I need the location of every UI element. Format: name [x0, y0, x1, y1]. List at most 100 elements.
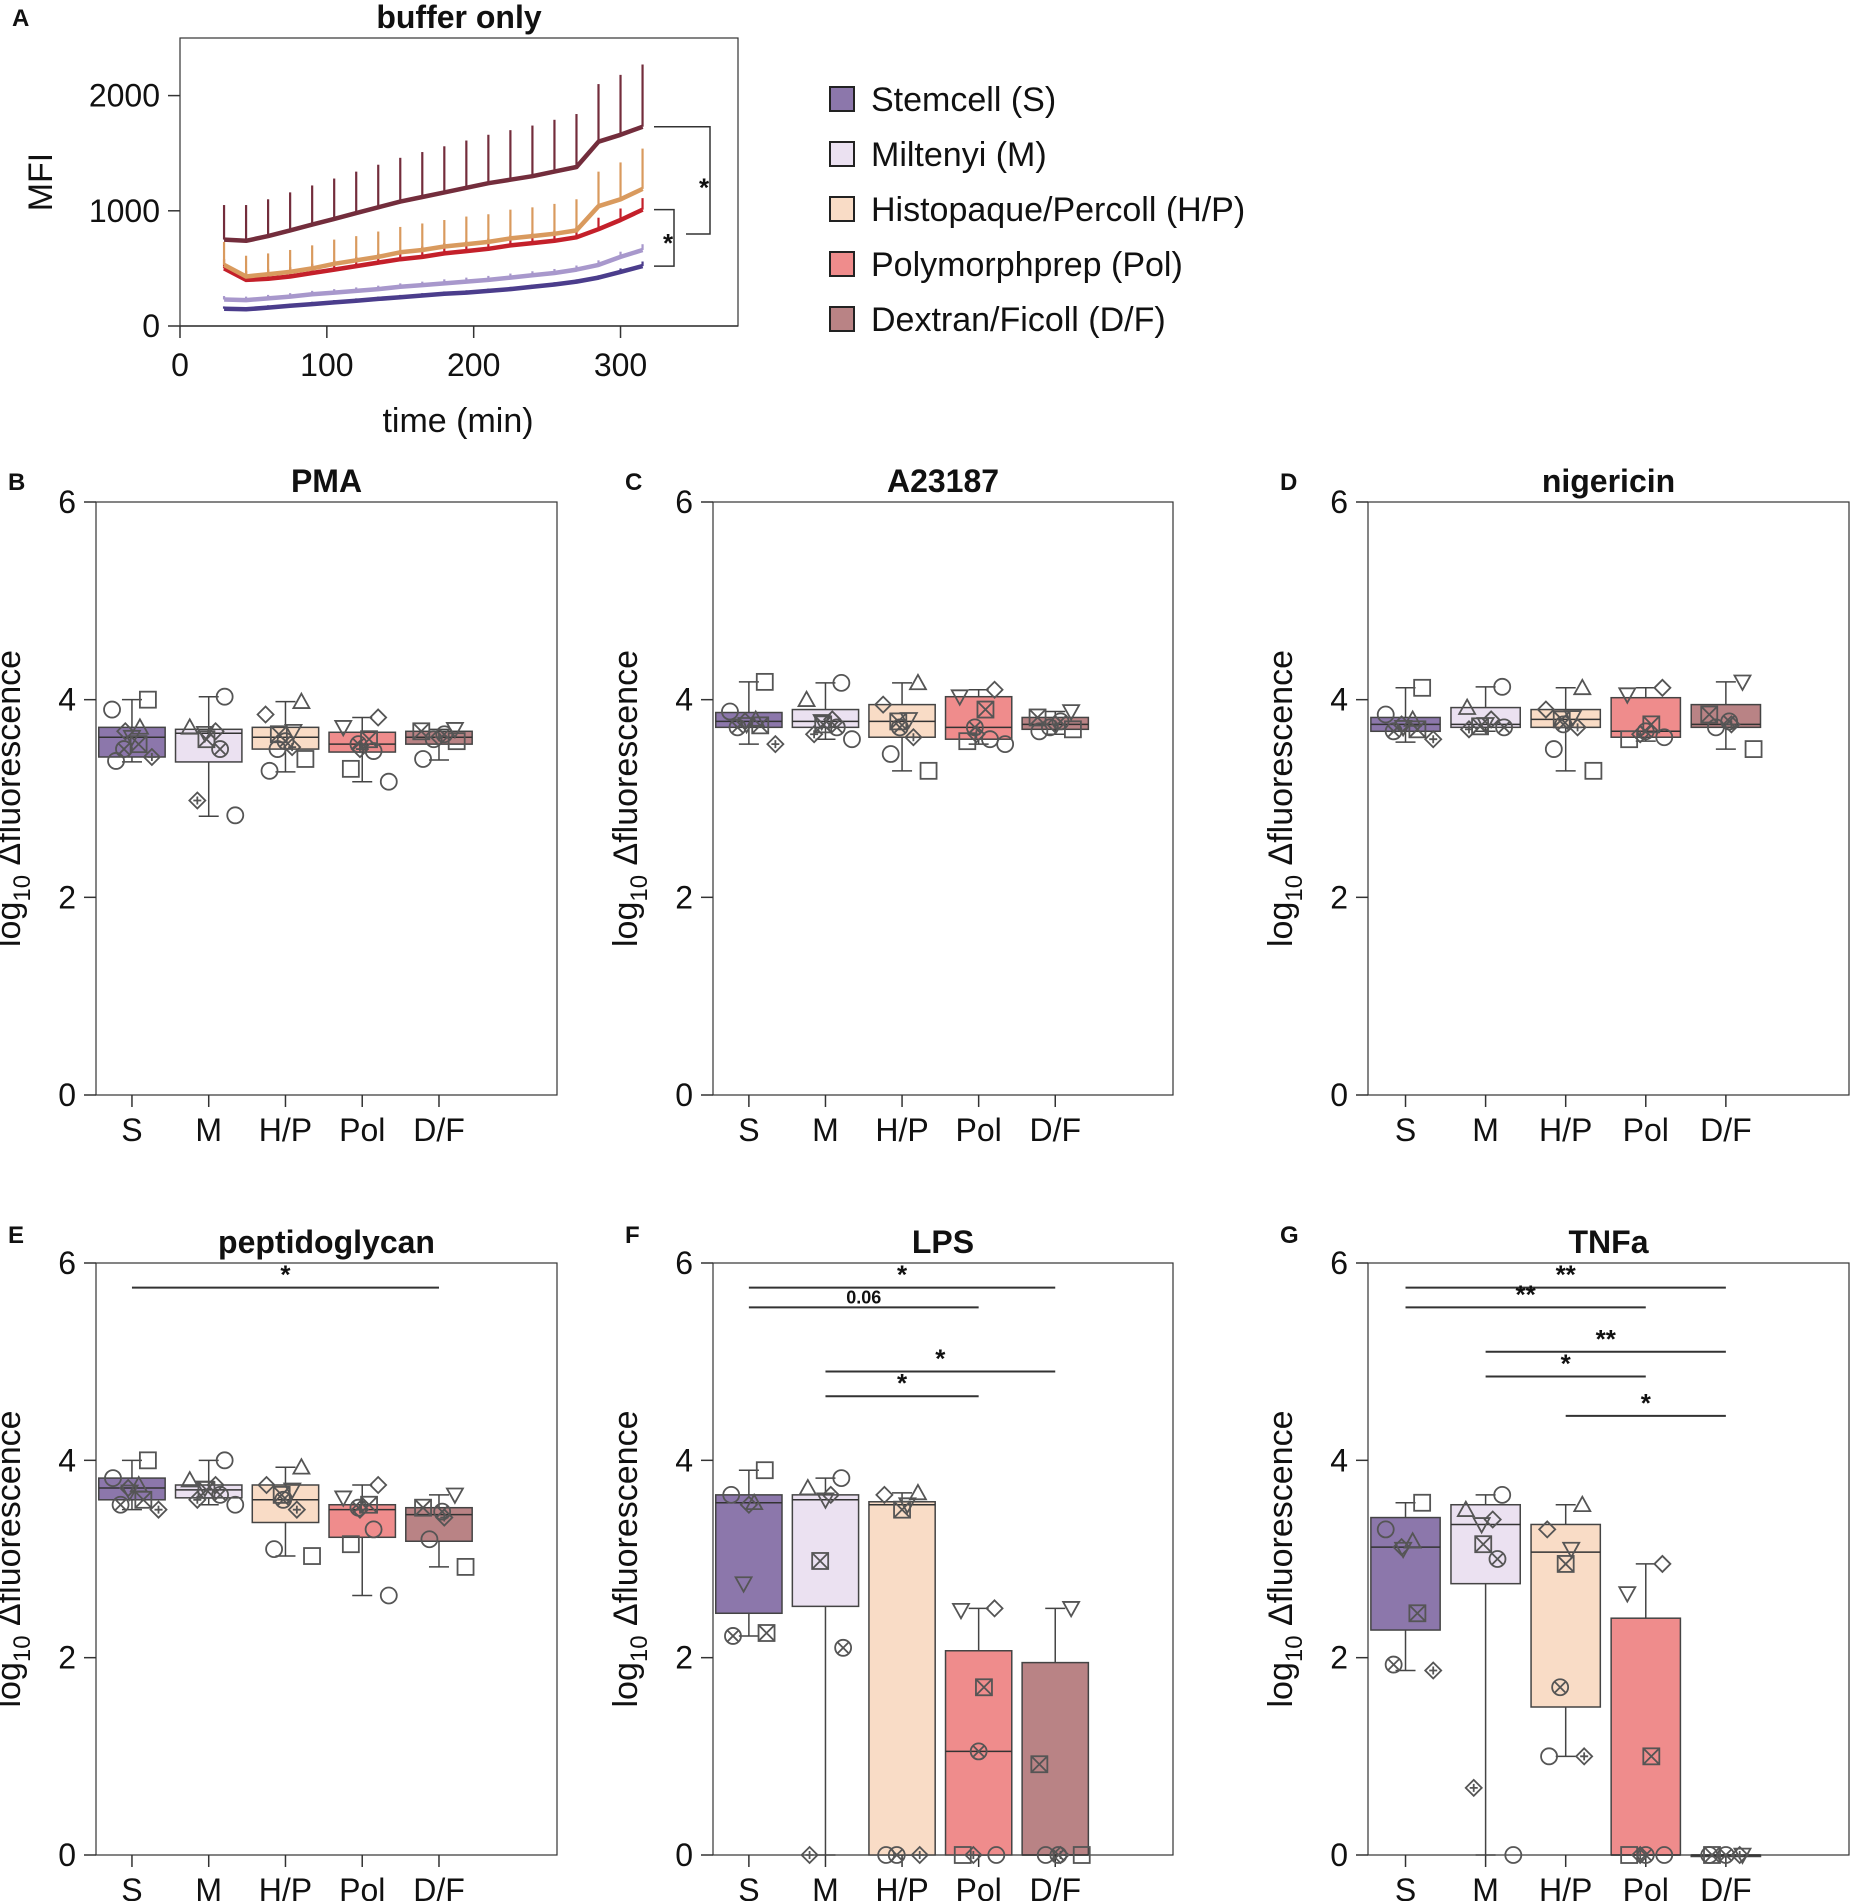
data-point	[120, 1484, 140, 1502]
sig-label: *	[935, 1344, 946, 1374]
data-point	[215, 687, 234, 706]
x-tick-label: S	[738, 1872, 759, 1901]
data-point	[1655, 1846, 1674, 1864]
x-tick-label: H/P	[259, 1872, 312, 1901]
y-axis-label-part: log	[0, 1662, 28, 1707]
data-point	[724, 1627, 742, 1645]
data-point	[260, 761, 279, 780]
data-point-mark	[1429, 1666, 1438, 1675]
y-axis-label: log10 Δfluorescence	[0, 650, 36, 947]
data-point-mark	[1573, 723, 1582, 732]
x-axis-label: time (min)	[382, 402, 533, 440]
data-point	[287, 1500, 307, 1519]
data-point	[875, 1485, 894, 1505]
legend-label-S: Stemcell (S)	[871, 81, 1056, 119]
x-tick-label: H/P	[875, 1872, 928, 1901]
data-point	[1041, 718, 1059, 737]
data-point-mark	[1553, 710, 1571, 729]
data-point-mark	[810, 730, 819, 739]
data-point	[887, 1846, 906, 1864]
y-axis-label-part: log	[0, 902, 28, 947]
data-point	[414, 1498, 432, 1517]
data-point-mark	[273, 1486, 291, 1504]
plot-frame	[1367, 1262, 1850, 1856]
y-axis-label-part: log	[1262, 1662, 1300, 1707]
data-point-mark	[1387, 725, 1400, 738]
data-point	[1574, 1747, 1594, 1766]
data-point	[951, 1603, 971, 1621]
panel-B: B PMA 0 2 4 6 log10 Δfluorescence S M H/P Pol D/F	[0, 463, 558, 1148]
data-point-mark	[1557, 1555, 1575, 1573]
box-S	[715, 1461, 783, 1645]
x-tick-label: S	[1395, 1112, 1416, 1148]
data-point-mark	[893, 721, 907, 734]
x-tick-label: D/F	[1029, 1872, 1081, 1901]
box-HP	[1530, 677, 1603, 780]
series-line	[223, 207, 644, 283]
data-point	[433, 1502, 452, 1521]
data-point	[435, 725, 454, 744]
y-tick-label: 2	[1330, 1640, 1348, 1676]
data-point	[798, 1478, 818, 1496]
data-point	[364, 742, 383, 760]
data-point	[1732, 674, 1753, 692]
data-point	[1423, 1661, 1443, 1680]
data-point-mark	[355, 745, 364, 754]
data-point-mark	[1727, 720, 1736, 729]
plot-frame	[95, 501, 558, 1096]
data-point	[265, 1540, 283, 1559]
data-point-mark	[1735, 1851, 1744, 1859]
data-point-mark	[811, 1552, 829, 1570]
data-point-mark	[889, 712, 907, 731]
data-point	[424, 730, 443, 749]
sig-bracket	[654, 208, 675, 267]
data-point	[296, 750, 315, 768]
data-point-mark	[972, 1745, 985, 1758]
y-tick-label: 4	[1330, 682, 1348, 718]
data-point	[1540, 1747, 1558, 1766]
chart-title: PMA	[291, 463, 362, 499]
data-point-mark	[414, 1499, 432, 1517]
data-point	[1700, 1846, 1719, 1864]
x-tick-label: M	[812, 1872, 839, 1901]
box-M	[1450, 677, 1521, 739]
data-point-mark	[731, 721, 744, 734]
x-tick-label: Pol	[1623, 1112, 1669, 1148]
y-tick-label: 2	[675, 879, 693, 915]
series-DF	[222, 64, 644, 244]
data-point	[1620, 730, 1639, 749]
data-point	[1556, 1555, 1575, 1573]
box-DF	[405, 1487, 475, 1576]
data-point	[877, 1846, 896, 1864]
box-HP	[251, 691, 320, 780]
y-tick-label: 6	[675, 1245, 693, 1281]
box-body	[1530, 1523, 1602, 1708]
y-tick-label: 2000	[89, 78, 160, 114]
data-point	[1620, 1846, 1639, 1864]
data-point	[985, 1599, 1004, 1618]
x-tick-label: S	[1395, 1872, 1416, 1901]
box-S	[715, 672, 785, 754]
data-point	[188, 1490, 207, 1510]
y-tick-label: 2	[1330, 879, 1348, 915]
data-point	[1483, 1510, 1503, 1529]
data-point	[751, 716, 770, 735]
data-point	[1376, 1520, 1395, 1539]
data-point	[350, 739, 370, 759]
data-point-mark	[1408, 720, 1427, 738]
box-S	[98, 690, 166, 770]
data-point	[893, 1500, 911, 1519]
plot-frame	[1367, 501, 1850, 1096]
box-HP	[868, 1483, 936, 1865]
data-point	[188, 791, 207, 810]
data-point	[987, 1846, 1006, 1864]
data-point	[104, 1469, 122, 1487]
panel-label-G: G	[1280, 1222, 1299, 1249]
data-point-mark	[352, 737, 365, 751]
data-point	[1459, 720, 1479, 739]
y-axis-label-subscript: 10	[1281, 875, 1308, 902]
y-tick-label: 4	[1330, 1442, 1348, 1478]
data-point	[1030, 1755, 1049, 1774]
box-Pol	[944, 680, 1015, 754]
